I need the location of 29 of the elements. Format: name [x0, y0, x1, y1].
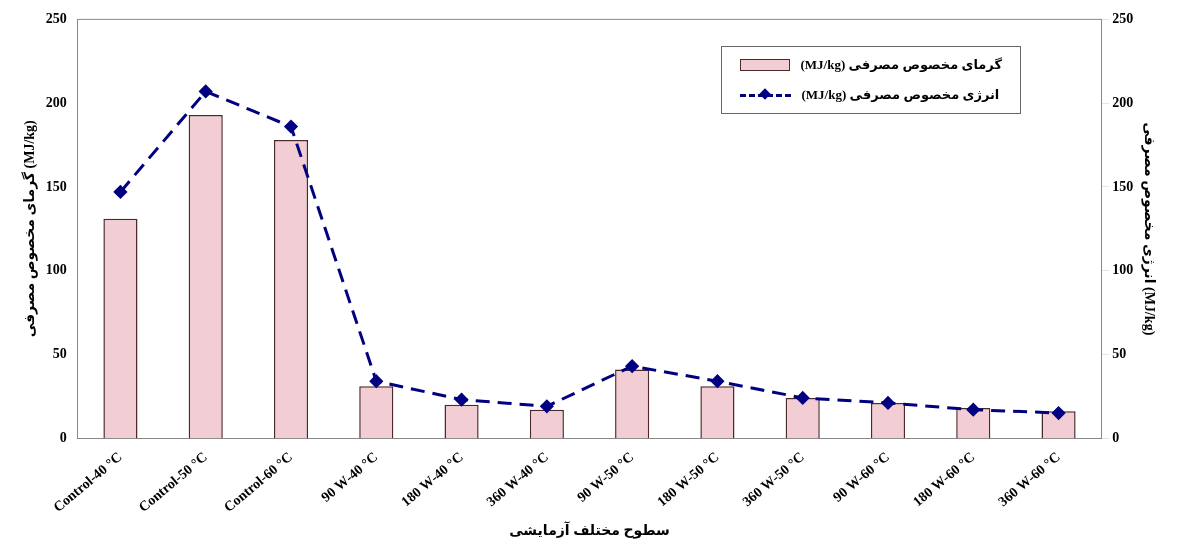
point — [1052, 406, 1066, 420]
y-tick-label: 0 — [59, 429, 67, 445]
y-tick-label: 50 — [52, 346, 67, 362]
y2-tick-label: 0 — [1112, 429, 1120, 445]
point — [369, 374, 383, 388]
point — [796, 391, 810, 405]
point — [881, 396, 895, 410]
point — [540, 399, 554, 413]
y-tick-label: 100 — [45, 262, 67, 278]
y-axis-title: گرمای مخصوص مصرفی (MJ/kg) — [21, 119, 39, 338]
point — [710, 374, 724, 388]
y-tick-label: 150 — [45, 178, 67, 194]
point — [966, 403, 980, 417]
point — [455, 393, 469, 407]
y-tick-label: 200 — [45, 94, 67, 110]
y2-tick-label: 250 — [1112, 11, 1134, 27]
y2-axis-title: انرژی مخصوص مصرفی (MJ/kg) — [1140, 122, 1157, 336]
x-axis-title: سطوح مختلف آزمایشی — [509, 521, 670, 540]
y2-tick-label: 200 — [1112, 94, 1134, 110]
point — [199, 84, 213, 98]
point — [113, 185, 127, 199]
y2-tick-label: 100 — [1112, 262, 1134, 278]
y2-tick-label: 50 — [1112, 346, 1127, 362]
y-tick-label: 250 — [45, 11, 67, 27]
point — [284, 120, 298, 134]
legend-label: گرمای مخصوص مصرفی (MJ/kg) — [800, 57, 1002, 73]
legend-label: انرژی مخصوص مصرفی (MJ/kg) — [801, 87, 1000, 103]
y2-tick-label: 150 — [1112, 178, 1134, 194]
point — [625, 359, 639, 373]
